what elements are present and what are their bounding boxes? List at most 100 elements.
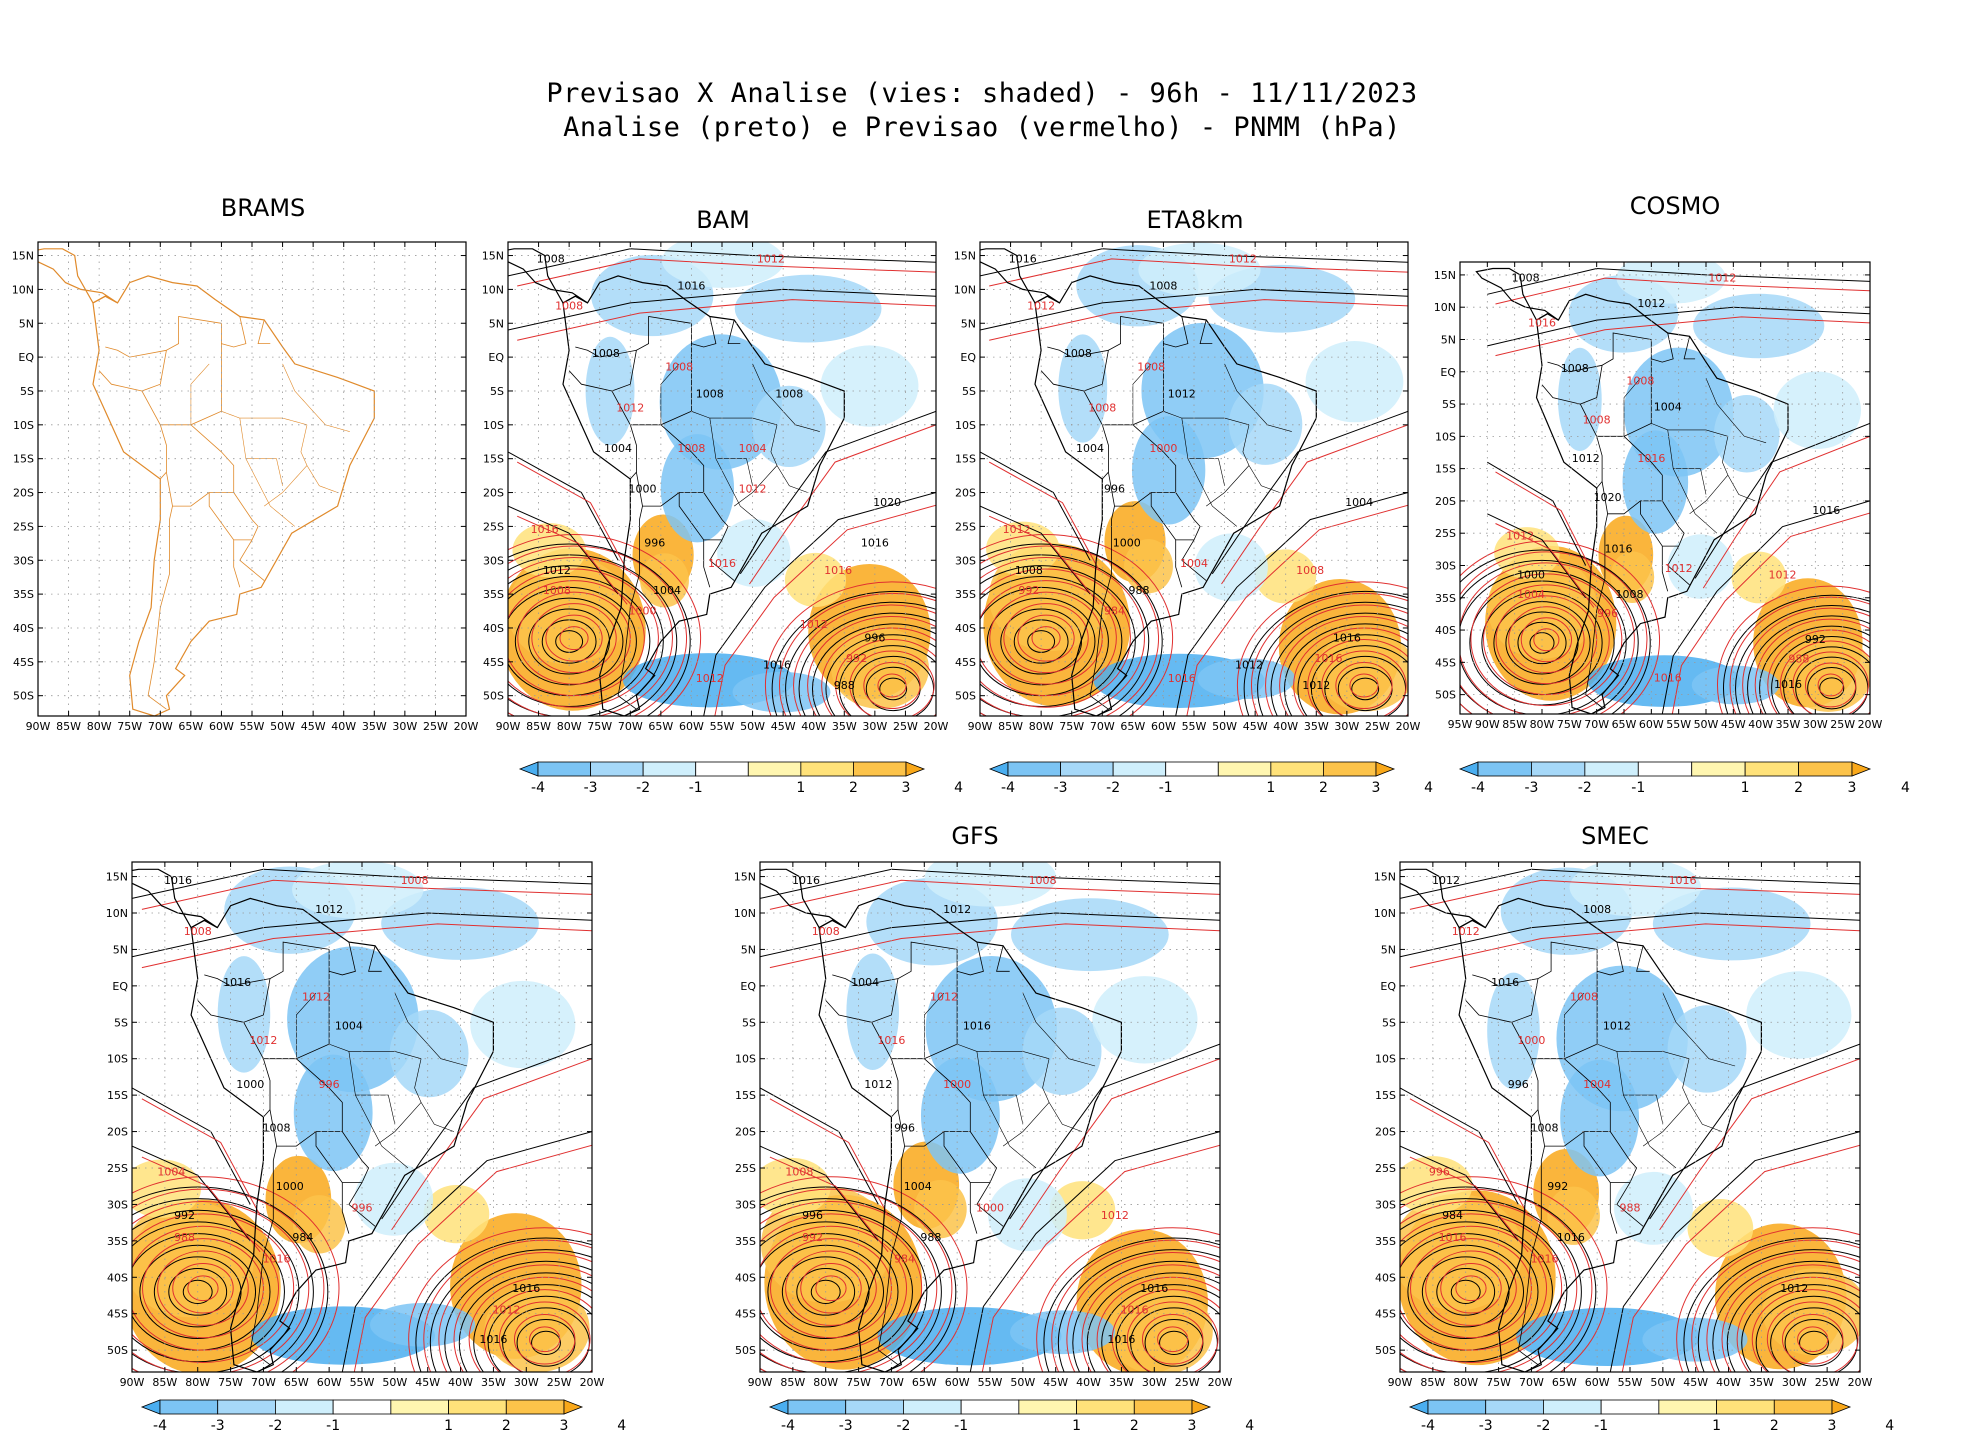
lon-tick-label: 60W: [209, 720, 234, 733]
colorbar-label: 4: [954, 780, 963, 796]
lat-tick-label: 10S: [735, 1053, 756, 1066]
lon-tick-label: 75W: [1486, 1376, 1511, 1389]
lon-tick-label: 35W: [1304, 720, 1329, 733]
contour-label: 1016: [1531, 1253, 1559, 1266]
lon-tick-label: 80W: [813, 1376, 838, 1389]
lat-tick-label: 30S: [1435, 559, 1456, 572]
lon-tick-label: 45W: [415, 1376, 440, 1389]
contour-label: 1008: [696, 388, 724, 401]
lat-tick-label: 20S: [13, 487, 34, 500]
lat-tick-label: 35S: [1435, 592, 1456, 605]
contour-label: 1016: [1637, 452, 1665, 465]
lon-tick-label: 75W: [117, 720, 142, 733]
lat-tick-label: 20S: [1375, 1126, 1396, 1139]
contour-label: 1016: [1669, 874, 1697, 887]
colorbar-label: 1: [796, 780, 805, 796]
contour-label: 988: [834, 679, 855, 692]
lon-tick-label: 25W: [423, 720, 448, 733]
lat-tick-label: 25S: [13, 520, 34, 533]
lon-tick-label: 30W: [1142, 1376, 1167, 1389]
lat-tick-label: 10S: [1435, 430, 1456, 443]
contour-label: 1012: [315, 903, 343, 916]
contour-label: 1008: [592, 347, 620, 360]
contour-label: 1012: [1572, 452, 1600, 465]
map-frame: [979, 241, 1409, 717]
coastlines: [132, 868, 494, 1372]
colorbar: -4 -3 -2 -1 1 2 3 4: [768, 1399, 1254, 1434]
lat-tick-label: 45S: [483, 656, 504, 669]
lat-tick-label: 20S: [107, 1126, 128, 1139]
lat-tick-label: 45S: [1375, 1308, 1396, 1321]
lat-tick-label: 40S: [483, 622, 504, 635]
lon-tick-label: 65W: [178, 720, 203, 733]
contour-label: 1012: [249, 1034, 277, 1047]
lat-tick-label: 5S: [490, 385, 504, 398]
lon-tick-label: 80W: [1029, 720, 1054, 733]
contour-label: 1004: [335, 1020, 363, 1033]
contour-label: 1016: [792, 874, 820, 887]
lon-tick-label: 25W: [1365, 720, 1390, 733]
lon-tick-label: 55W: [240, 720, 265, 733]
bias-shading: [1400, 862, 1860, 1370]
colorbar-label: 3: [1372, 780, 1381, 796]
contour-label: 1016: [223, 976, 251, 989]
graticule: [1400, 862, 1860, 1372]
map-frame: [1399, 861, 1861, 1373]
lat-tick-label: 10N: [12, 283, 34, 296]
contour-label: 988: [1128, 584, 1149, 597]
lon-tick-label: 50W: [740, 720, 765, 733]
contour-label: 1016: [1315, 652, 1343, 665]
contour-label: 1012: [696, 672, 724, 685]
contour-label: 1004: [1583, 1078, 1611, 1091]
contour-label: 1016: [512, 1282, 540, 1295]
graticule: [132, 862, 592, 1372]
lat-tick-label: 25S: [955, 520, 976, 533]
lat-tick-label: 40S: [1375, 1271, 1396, 1284]
contour-label: 984: [292, 1231, 313, 1244]
lat-tick-label: 5N: [489, 317, 504, 330]
contour-label: 1008: [537, 252, 565, 265]
contour-label: 1012: [1603, 1020, 1631, 1033]
colorbar-label: -3: [839, 1418, 853, 1434]
contour-label: 1004: [157, 1165, 185, 1178]
lat-tick-label: 50S: [107, 1344, 128, 1357]
bias-shading: [983, 242, 1408, 715]
lat-tick-label: 10S: [483, 419, 504, 432]
panel-title-brams: BRAMS: [220, 194, 306, 222]
lon-tick-label: 25W: [1815, 1376, 1840, 1389]
contour-label: 992: [1805, 633, 1826, 646]
lon-tick-label: 35W: [1109, 1376, 1134, 1389]
lon-tick-label: 75W: [1059, 720, 1084, 733]
map-frame: [759, 861, 1221, 1373]
colorbar-label: 1: [444, 1418, 453, 1434]
contour-label: 1008: [263, 1122, 291, 1135]
lon-tick-label: 75W: [218, 1376, 243, 1389]
contour-label: 1000: [276, 1180, 304, 1193]
lon-tick-label: 20W: [1848, 1376, 1873, 1389]
contour-label: 1008: [1296, 564, 1324, 577]
lat-tick-label: 40S: [955, 622, 976, 635]
contour-label: 1008: [677, 442, 705, 455]
colorbar-label: 3: [560, 1418, 569, 1434]
colorbar-label: -3: [1524, 780, 1538, 796]
contour-label: 1016: [708, 557, 736, 570]
figure-title-line1: Previsao X Analise (vies: shaded) - 96h …: [546, 78, 1418, 109]
contour-label: 1008: [1626, 375, 1654, 388]
lat-tick-label: 45S: [1435, 656, 1456, 669]
colorbar-label: 2: [1319, 780, 1328, 796]
contour-label: 1012: [1003, 523, 1031, 536]
lat-tick-label: 5S: [962, 385, 976, 398]
lat-tick-label: 40S: [107, 1271, 128, 1284]
lat-tick-label: 10S: [107, 1053, 128, 1066]
contour-label: 1004: [1180, 557, 1208, 570]
lat-tick-label: 35S: [13, 588, 34, 601]
isobar-contours: [760, 868, 1220, 1372]
lon-tick-label: 65W: [1552, 1376, 1577, 1389]
lon-tick-label: 50W: [382, 1376, 407, 1389]
panel-title-bam: BAM: [696, 206, 750, 234]
lat-tick-label: 10N: [954, 283, 976, 296]
lon-tick-label: 90W: [1475, 718, 1500, 731]
lat-tick-label: 25S: [1435, 527, 1456, 540]
lon-tick-label: 85W: [526, 720, 551, 733]
lat-tick-label: 25S: [107, 1162, 128, 1175]
